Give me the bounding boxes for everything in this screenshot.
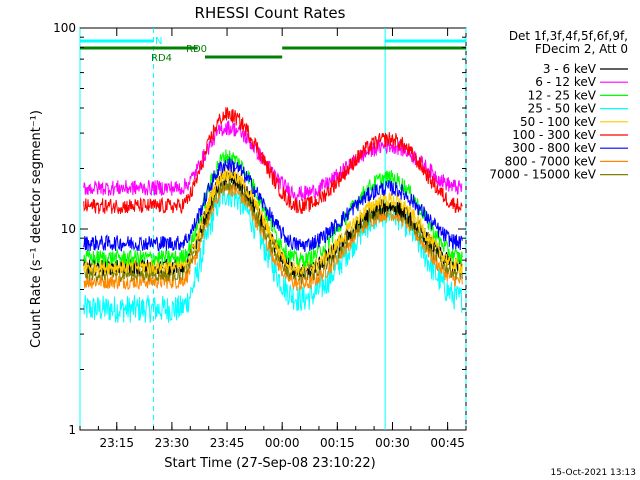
series-line xyxy=(83,165,463,277)
footer-timestamp: 15-Oct-2021 13:13 xyxy=(551,468,636,478)
series-lines xyxy=(83,106,463,323)
legend-entry-label: 100 - 300 keV xyxy=(512,128,596,142)
y-axis: 1 10 100 xyxy=(53,21,466,437)
y-tick-label: 10 xyxy=(61,222,76,236)
x-tick-label: 23:30 xyxy=(155,436,190,450)
series-line xyxy=(83,149,463,269)
x-tick-label: 00:45 xyxy=(430,436,465,450)
series-line xyxy=(83,106,463,214)
chart-title: RHESSI Count Rates xyxy=(195,4,346,22)
legend-entry-label: 50 - 100 keV xyxy=(520,115,597,129)
legend: Det 1f,3f,4f,5f,6f,9f, FDecim 2, Att 0 3… xyxy=(489,29,628,182)
x-axis-label: Start Time (27-Sep-08 23:10:22) xyxy=(164,456,375,471)
x-tick-label: 00:00 xyxy=(265,436,300,450)
x-axis: 23:15 23:30 23:45 00:00 00:15 00:30 00:45 xyxy=(79,28,467,450)
legend-header-line-2: FDecim 2, Att 0 xyxy=(535,42,628,56)
legend-entry-label: 25 - 50 keV xyxy=(528,102,597,116)
rd4-label: RD4 xyxy=(151,53,172,64)
legend-entry-label: 12 - 25 keV xyxy=(528,88,597,102)
rd0-label: RD0 xyxy=(186,44,207,55)
series-line xyxy=(83,157,463,253)
x-tick-label: 00:30 xyxy=(375,436,410,450)
legend-entry-label: 300 - 800 keV xyxy=(512,141,596,155)
series-line xyxy=(83,171,463,278)
night-label: N xyxy=(155,36,162,47)
x-tick-label: 00:15 xyxy=(320,436,355,450)
y-tick-label: 100 xyxy=(53,21,76,35)
x-tick-label: 23:15 xyxy=(99,436,134,450)
legend-entry-label: 6 - 12 keV xyxy=(535,75,597,89)
attenuator-decimation-bars xyxy=(80,39,466,59)
legend-entry-label: 7000 - 15000 keV xyxy=(489,168,596,182)
legend-entry-label: 3 - 6 keV xyxy=(543,62,597,76)
y-axis-label: Count Rate (s⁻¹ detector segment⁻¹) xyxy=(29,110,44,348)
legend-entry-label: 800 - 7000 keV xyxy=(505,154,597,168)
x-tick-label: 23:45 xyxy=(210,436,245,450)
y-tick-label: 1 xyxy=(68,423,76,437)
legend-header-line-1: Det 1f,3f,4f,5f,6f,9f, xyxy=(509,29,628,43)
